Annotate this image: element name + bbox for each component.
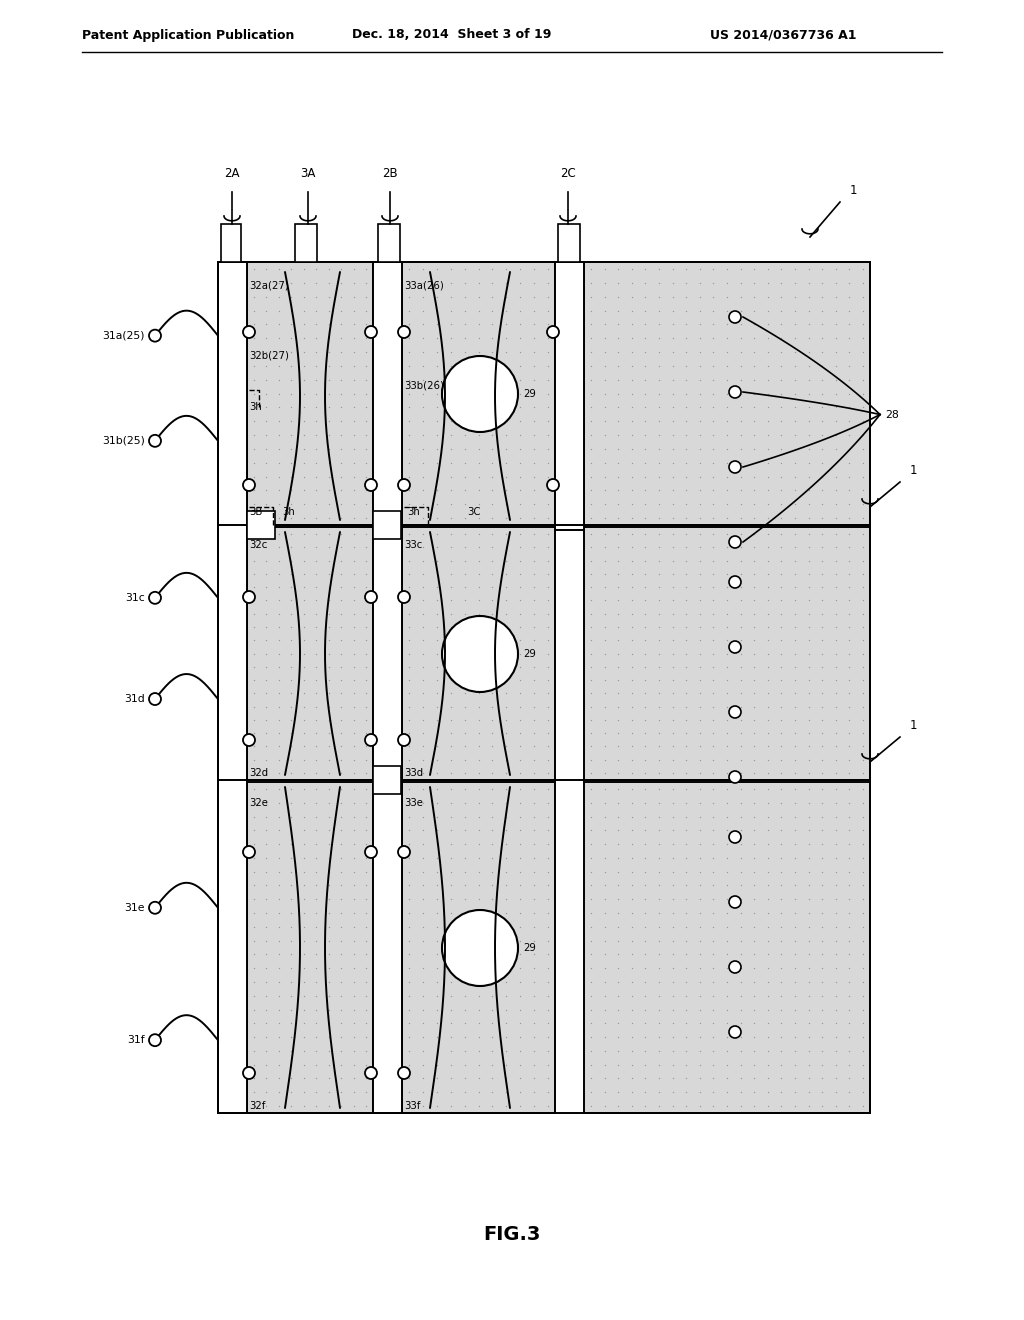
Circle shape xyxy=(398,846,410,858)
Bar xyxy=(218,261,247,1113)
Bar xyxy=(247,261,373,525)
Bar xyxy=(584,527,870,780)
Text: 32c: 32c xyxy=(249,540,267,550)
Circle shape xyxy=(150,693,161,705)
Text: 2C: 2C xyxy=(560,168,575,180)
Circle shape xyxy=(365,326,377,338)
Circle shape xyxy=(243,479,255,491)
Text: 32b(27): 32b(27) xyxy=(249,350,289,360)
Circle shape xyxy=(442,909,518,986)
Circle shape xyxy=(243,1067,255,1078)
Text: 31e: 31e xyxy=(125,903,145,913)
Circle shape xyxy=(243,591,255,603)
Text: 29: 29 xyxy=(523,389,536,399)
Text: 33d: 33d xyxy=(404,768,423,777)
Circle shape xyxy=(547,326,559,338)
Circle shape xyxy=(365,734,377,746)
Text: 32e: 32e xyxy=(249,799,268,808)
Circle shape xyxy=(729,642,741,653)
Text: 33e: 33e xyxy=(404,799,423,808)
Circle shape xyxy=(150,902,161,913)
Bar xyxy=(221,224,241,261)
Text: 3h: 3h xyxy=(249,403,262,412)
Bar xyxy=(402,781,555,1113)
Circle shape xyxy=(365,1067,377,1078)
Text: 31f: 31f xyxy=(127,1035,145,1045)
Circle shape xyxy=(729,706,741,718)
Circle shape xyxy=(547,479,559,491)
Circle shape xyxy=(729,832,741,843)
Text: 1: 1 xyxy=(850,183,857,197)
Bar xyxy=(247,527,373,780)
Circle shape xyxy=(398,326,410,338)
Circle shape xyxy=(365,591,377,603)
Text: Dec. 18, 2014  Sheet 3 of 19: Dec. 18, 2014 Sheet 3 of 19 xyxy=(352,29,551,41)
Text: 2A: 2A xyxy=(224,168,240,180)
Bar xyxy=(247,511,275,539)
Circle shape xyxy=(150,434,161,447)
Text: 29: 29 xyxy=(523,649,536,659)
Text: 1: 1 xyxy=(910,465,918,477)
Bar xyxy=(558,224,580,261)
Circle shape xyxy=(729,461,741,473)
Text: 33f: 33f xyxy=(404,1101,421,1111)
Circle shape xyxy=(150,591,161,603)
Bar xyxy=(584,261,870,525)
Bar xyxy=(373,766,401,795)
Circle shape xyxy=(243,326,255,338)
Circle shape xyxy=(398,734,410,746)
Text: 32f: 32f xyxy=(249,1101,265,1111)
Circle shape xyxy=(243,846,255,858)
Bar xyxy=(373,261,402,1113)
Circle shape xyxy=(398,591,410,603)
Text: 29: 29 xyxy=(523,942,536,953)
Circle shape xyxy=(442,616,518,692)
Circle shape xyxy=(729,385,741,399)
Text: Patent Application Publication: Patent Application Publication xyxy=(82,29,294,41)
Text: 31d: 31d xyxy=(124,694,145,704)
Circle shape xyxy=(729,771,741,783)
Text: 33c: 33c xyxy=(404,540,422,550)
Bar xyxy=(402,261,555,525)
Circle shape xyxy=(729,576,741,587)
Bar xyxy=(295,224,317,261)
Text: 31a(25): 31a(25) xyxy=(102,330,145,341)
Text: 3h: 3h xyxy=(282,507,295,517)
Circle shape xyxy=(729,896,741,908)
Circle shape xyxy=(729,312,741,323)
Text: 31c: 31c xyxy=(125,593,145,603)
Text: 2B: 2B xyxy=(382,168,397,180)
Bar xyxy=(247,781,373,1113)
Circle shape xyxy=(243,734,255,746)
Bar xyxy=(584,781,870,1113)
Circle shape xyxy=(729,1026,741,1038)
Circle shape xyxy=(150,1034,161,1047)
Text: 31b(25): 31b(25) xyxy=(102,436,145,446)
Text: US 2014/0367736 A1: US 2014/0367736 A1 xyxy=(710,29,856,41)
Text: FIG.3: FIG.3 xyxy=(483,1225,541,1245)
Bar xyxy=(373,511,401,539)
Circle shape xyxy=(365,479,377,491)
Text: 32a(27): 32a(27) xyxy=(249,280,289,290)
Circle shape xyxy=(729,536,741,548)
Bar xyxy=(402,527,555,780)
Text: 28: 28 xyxy=(885,409,899,420)
Circle shape xyxy=(442,356,518,432)
Circle shape xyxy=(398,479,410,491)
Text: 3C: 3C xyxy=(467,507,480,517)
Text: 1: 1 xyxy=(910,719,918,733)
Circle shape xyxy=(398,1067,410,1078)
Text: 32d: 32d xyxy=(249,768,268,777)
Text: 33b(26): 33b(26) xyxy=(404,380,444,389)
Text: 33a(26): 33a(26) xyxy=(404,280,443,290)
Circle shape xyxy=(365,846,377,858)
Circle shape xyxy=(729,961,741,973)
Bar xyxy=(378,224,400,261)
Text: 3A: 3A xyxy=(300,168,315,180)
Text: 3B: 3B xyxy=(249,507,262,517)
Bar xyxy=(555,261,584,531)
Text: 3h: 3h xyxy=(407,507,420,517)
Circle shape xyxy=(150,330,161,342)
